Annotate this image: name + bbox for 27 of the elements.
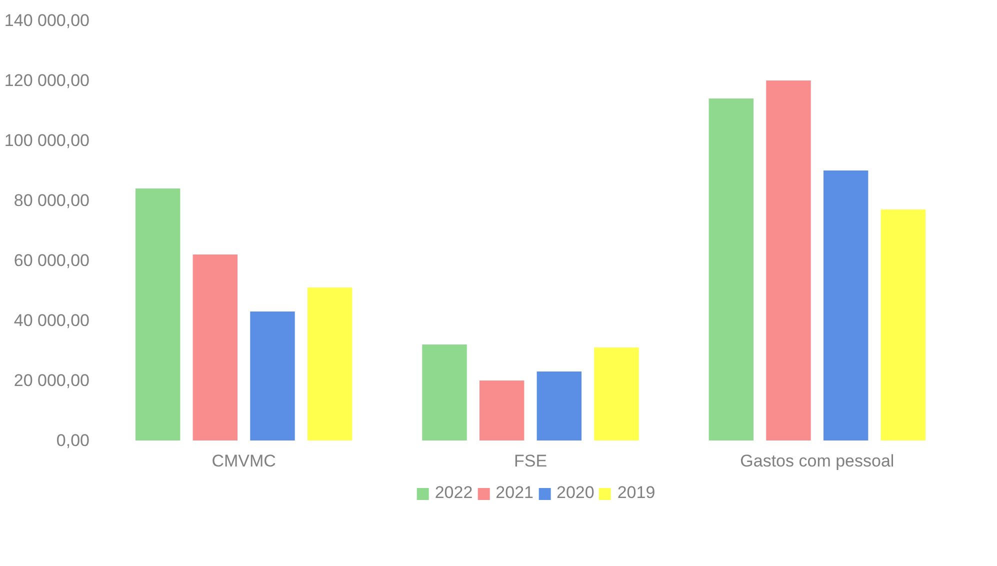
x-tick-label: CMVMC [212, 452, 276, 470]
y-tick-label: 140 000,00 [4, 11, 90, 30]
y-tick-label: 60 000,00 [14, 251, 90, 270]
y-tick-label: 80 000,00 [14, 191, 90, 210]
legend-label: 2020 [556, 483, 594, 503]
bar [708, 98, 754, 440]
bar [192, 254, 238, 440]
y-tick-label: 0,00 [56, 431, 90, 450]
y-tick-label: 120 000,00 [4, 71, 90, 90]
y-tick-label: 40 000,00 [14, 311, 90, 330]
x-tick-label: Gastos com pessoal [740, 452, 894, 470]
bar [250, 312, 295, 440]
bar [479, 380, 524, 440]
bar [536, 372, 582, 440]
bar [307, 288, 352, 440]
legend-label: 2022 [434, 483, 473, 503]
bar [880, 210, 926, 440]
x-tick-label: FSE [514, 452, 548, 470]
bar [594, 348, 639, 440]
legend-label: 2019 [617, 483, 656, 503]
bar [135, 188, 180, 440]
legend-label: 2021 [496, 483, 534, 503]
y-tick-label: 20 000,00 [14, 371, 90, 390]
bar [422, 344, 467, 440]
bar [766, 80, 811, 440]
y-tick-label: 100 000,00 [4, 131, 90, 150]
bar [823, 170, 868, 440]
